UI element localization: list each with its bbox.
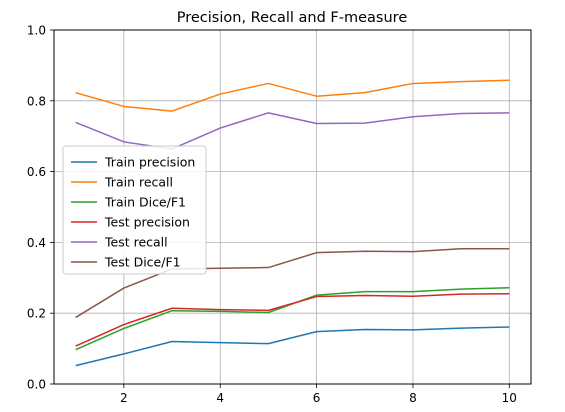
legend-label: Train precision <box>104 155 195 170</box>
legend-label: Test recall <box>104 235 168 250</box>
x-tick-label: 4 <box>216 391 224 405</box>
legend-box <box>62 145 207 275</box>
axis-ticks: 2 4 6 8 10 0.0 0.2 0.4 0.6 0.8 1.0 <box>27 24 517 406</box>
series-line-train-recall <box>75 79 510 112</box>
series-line-test-dice-f1 <box>75 248 510 319</box>
x-tick-label: 10 <box>502 391 517 405</box>
series-lines <box>75 79 510 367</box>
series-line-test-recall <box>75 112 510 150</box>
series-line-train-precision <box>75 326 510 367</box>
y-tick-label: 0.8 <box>27 94 46 108</box>
x-tick-label: 6 <box>313 391 321 405</box>
y-tick-label: 0.0 <box>27 378 46 392</box>
y-tick-label: 1.0 <box>27 24 46 38</box>
legend-label: Train recall <box>104 175 173 190</box>
x-tick-label: 8 <box>409 391 417 405</box>
y-tick-label: 0.6 <box>27 165 46 179</box>
y-tick-label: 0.4 <box>27 236 46 250</box>
chart-title: Precision, Recall and F-measure <box>177 10 408 26</box>
y-tick-label: 0.2 <box>27 307 46 321</box>
x-tick-label: 2 <box>120 391 128 405</box>
series-line-test-precision <box>75 292 510 347</box>
plot-area-frame <box>53 29 532 385</box>
legend-label: Test Dice/F1 <box>104 255 181 270</box>
legend-label: Test precision <box>104 215 190 230</box>
legend: Train precision Train recall Train Dice/F1… <box>62 145 207 275</box>
legend-label: Train Dice/F1 <box>104 195 186 210</box>
